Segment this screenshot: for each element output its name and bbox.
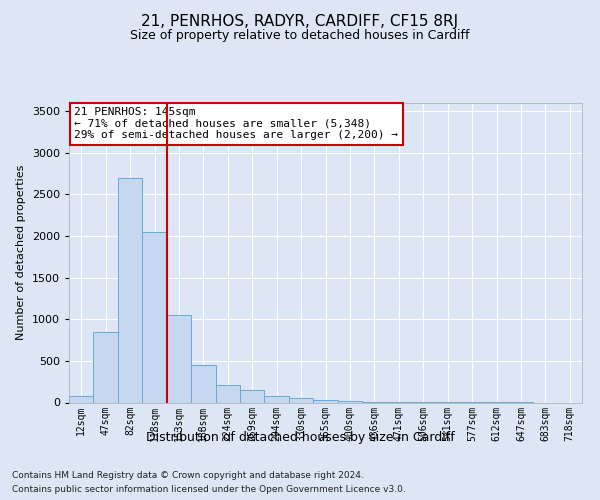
Bar xyxy=(69,396,94,402)
Bar xyxy=(265,396,289,402)
Text: 21 PENRHOS: 145sqm
← 71% of detached houses are smaller (5,348)
29% of semi-deta: 21 PENRHOS: 145sqm ← 71% of detached hou… xyxy=(74,107,398,140)
Bar xyxy=(94,332,118,402)
Bar xyxy=(338,401,362,402)
Bar xyxy=(142,232,167,402)
Text: Distribution of detached houses by size in Cardiff: Distribution of detached houses by size … xyxy=(146,431,454,444)
Bar xyxy=(215,384,240,402)
Bar xyxy=(240,390,265,402)
Bar xyxy=(167,315,191,402)
Text: Size of property relative to detached houses in Cardiff: Size of property relative to detached ho… xyxy=(130,29,470,42)
Text: Contains public sector information licensed under the Open Government Licence v3: Contains public sector information licen… xyxy=(12,485,406,494)
Text: 21, PENRHOS, RADYR, CARDIFF, CF15 8RJ: 21, PENRHOS, RADYR, CARDIFF, CF15 8RJ xyxy=(142,14,458,29)
Bar xyxy=(191,365,215,403)
Text: Contains HM Land Registry data © Crown copyright and database right 2024.: Contains HM Land Registry data © Crown c… xyxy=(12,471,364,480)
Bar xyxy=(118,178,142,402)
Bar xyxy=(313,400,338,402)
Y-axis label: Number of detached properties: Number of detached properties xyxy=(16,165,26,340)
Bar xyxy=(289,398,313,402)
